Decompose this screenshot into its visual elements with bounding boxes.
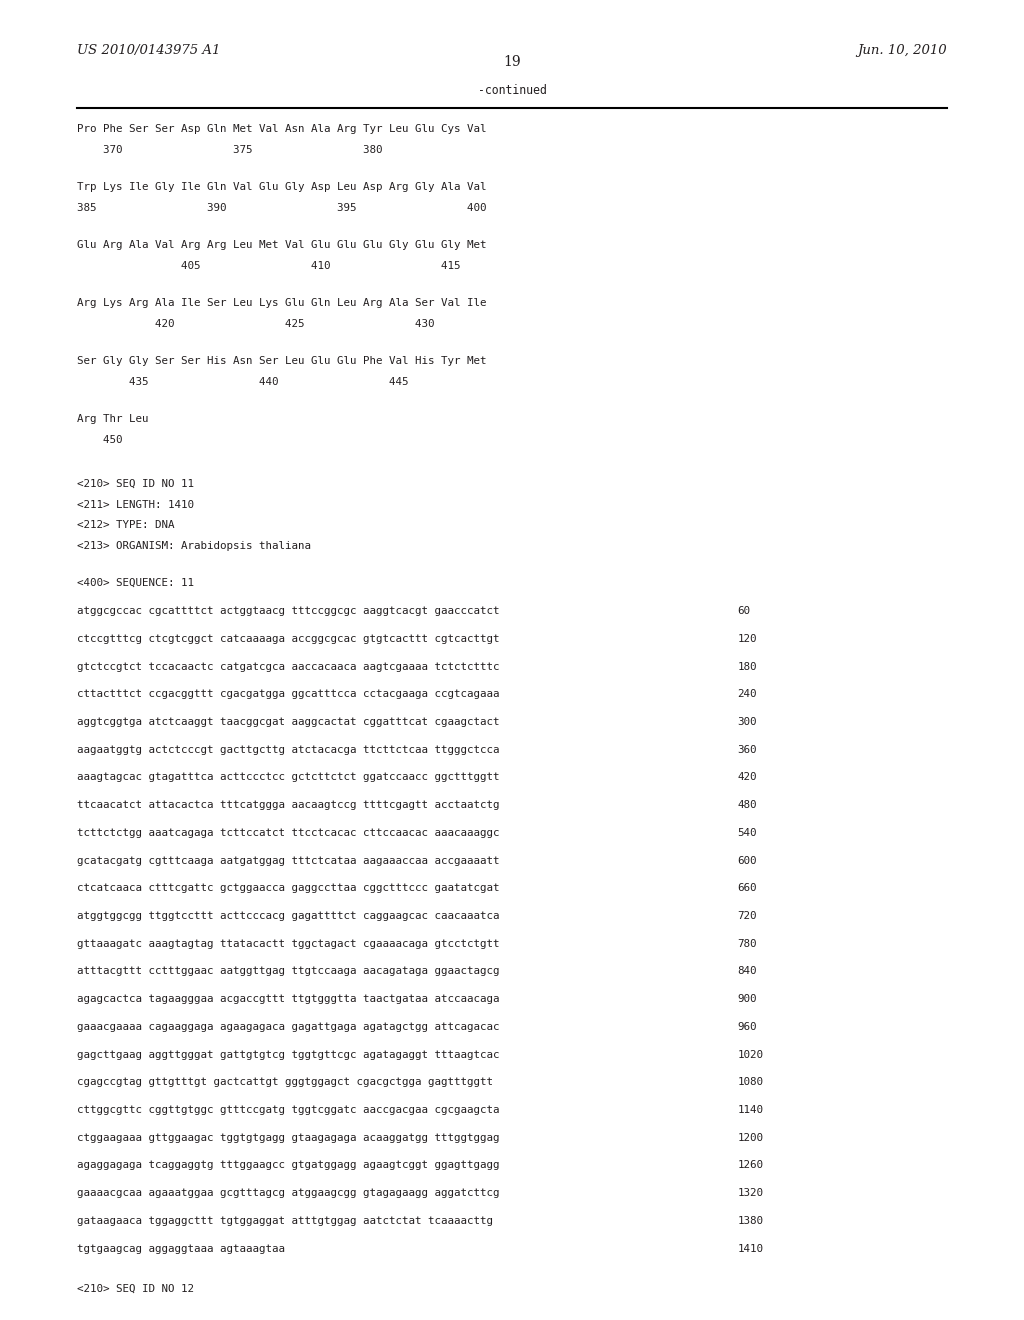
Text: 19: 19: [503, 55, 521, 70]
Text: aaagtagcac gtagatttca acttccctcc gctcttctct ggatccaacc ggctttggtt: aaagtagcac gtagatttca acttccctcc gctcttc…: [77, 772, 500, 783]
Text: gagcttgaag aggttgggat gattgtgtcg tggtgttcgc agatagaggt tttaagtcac: gagcttgaag aggttgggat gattgtgtcg tggtgtt…: [77, 1049, 500, 1060]
Text: gataagaaca tggaggcttt tgtggaggat atttgtggag aatctctat tcaaaacttg: gataagaaca tggaggcttt tgtggaggat atttgtg…: [77, 1216, 493, 1226]
Text: atggtggcgg ttggtccttt acttcccacg gagattttct caggaagcac caacaaatca: atggtggcgg ttggtccttt acttcccacg gagattt…: [77, 911, 500, 921]
Text: 1320: 1320: [737, 1188, 763, 1199]
Text: <212> TYPE: DNA: <212> TYPE: DNA: [77, 520, 174, 531]
Text: agagcactca tagaagggaa acgaccgttt ttgtgggtta taactgataa atccaacaga: agagcactca tagaagggaa acgaccgttt ttgtggg…: [77, 994, 500, 1005]
Text: Glu Arg Ala Val Arg Arg Leu Met Val Glu Glu Glu Gly Glu Gly Met: Glu Arg Ala Val Arg Arg Leu Met Val Glu …: [77, 240, 486, 251]
Text: 180: 180: [737, 661, 757, 672]
Text: 1380: 1380: [737, 1216, 763, 1226]
Text: gaaacgaaaa cagaaggaga agaagagaca gagattgaga agatagctgg attcagacac: gaaacgaaaa cagaaggaga agaagagaca gagattg…: [77, 1022, 500, 1032]
Text: 120: 120: [737, 634, 757, 644]
Text: atttacgttt cctttggaac aatggttgag ttgtccaaga aacagataga ggaactagcg: atttacgttt cctttggaac aatggttgag ttgtcca…: [77, 966, 500, 977]
Text: tcttctctgg aaatcagaga tcttccatct ttcctcacac cttccaacac aaacaaaggc: tcttctctgg aaatcagaga tcttccatct ttcctca…: [77, 828, 500, 838]
Text: agaggagaga tcaggaggtg tttggaagcc gtgatggagg agaagtcggt ggagttgagg: agaggagaga tcaggaggtg tttggaagcc gtgatgg…: [77, 1160, 500, 1171]
Text: 540: 540: [737, 828, 757, 838]
Text: <211> LENGTH: 1410: <211> LENGTH: 1410: [77, 499, 194, 510]
Text: gcatacgatg cgtttcaaga aatgatggag tttctcataa aagaaaccaa accgaaaatt: gcatacgatg cgtttcaaga aatgatggag tttctca…: [77, 855, 500, 866]
Text: 840: 840: [737, 966, 757, 977]
Text: 960: 960: [737, 1022, 757, 1032]
Text: ttcaacatct attacactca tttcatggga aacaagtccg ttttcgagtt acctaatctg: ttcaacatct attacactca tttcatggga aacaagt…: [77, 800, 500, 810]
Text: <210> SEQ ID NO 11: <210> SEQ ID NO 11: [77, 479, 194, 490]
Text: 720: 720: [737, 911, 757, 921]
Text: 1260: 1260: [737, 1160, 763, 1171]
Text: tgtgaagcag aggaggtaaa agtaaagtaa: tgtgaagcag aggaggtaaa agtaaagtaa: [77, 1243, 285, 1254]
Text: 385                 390                 395                 400: 385 390 395 400: [77, 202, 486, 213]
Text: <210> SEQ ID NO 12: <210> SEQ ID NO 12: [77, 1284, 194, 1294]
Text: Jun. 10, 2010: Jun. 10, 2010: [857, 44, 947, 57]
Text: gttaaagatc aaagtagtag ttatacactt tggctagact cgaaaacaga gtcctctgtt: gttaaagatc aaagtagtag ttatacactt tggctag…: [77, 939, 500, 949]
Text: 435                 440                 445: 435 440 445: [77, 376, 409, 387]
Text: cttggcgttc cggttgtggc gtttccgatg tggtcggatc aaccgacgaa cgcgaagcta: cttggcgttc cggttgtggc gtttccgatg tggtcgg…: [77, 1105, 500, 1115]
Text: 370                 375                 380: 370 375 380: [77, 144, 382, 154]
Text: Arg Lys Arg Ala Ile Ser Leu Lys Glu Gln Leu Arg Ala Ser Val Ile: Arg Lys Arg Ala Ile Ser Leu Lys Glu Gln …: [77, 298, 486, 309]
Text: 780: 780: [737, 939, 757, 949]
Text: gaaaacgcaa agaaatggaa gcgtttagcg atggaagcgg gtagagaagg aggatcttcg: gaaaacgcaa agaaatggaa gcgtttagcg atggaag…: [77, 1188, 500, 1199]
Text: 1080: 1080: [737, 1077, 763, 1088]
Text: 450: 450: [77, 434, 122, 445]
Text: 1020: 1020: [737, 1049, 763, 1060]
Text: 660: 660: [737, 883, 757, 894]
Text: cttactttct ccgacggttt cgacgatgga ggcatttcca cctacgaaga ccgtcagaaa: cttactttct ccgacggttt cgacgatgga ggcattt…: [77, 689, 500, 700]
Text: 900: 900: [737, 994, 757, 1005]
Text: gtctccgtct tccacaactc catgatcgca aaccacaaca aagtcgaaaa tctctctttc: gtctccgtct tccacaactc catgatcgca aaccaca…: [77, 661, 500, 672]
Text: ctcatcaaca ctttcgattc gctggaacca gaggccttaa cggctttccc gaatatcgat: ctcatcaaca ctttcgattc gctggaacca gaggcct…: [77, 883, 500, 894]
Text: 300: 300: [737, 717, 757, 727]
Text: 405                 410                 415: 405 410 415: [77, 260, 461, 271]
Text: 1140: 1140: [737, 1105, 763, 1115]
Text: <400> SEQUENCE: 11: <400> SEQUENCE: 11: [77, 578, 194, 589]
Text: US 2010/0143975 A1: US 2010/0143975 A1: [77, 44, 220, 57]
Text: Pro Phe Ser Ser Asp Gln Met Val Asn Ala Arg Tyr Leu Glu Cys Val: Pro Phe Ser Ser Asp Gln Met Val Asn Ala …: [77, 124, 486, 135]
Text: 1410: 1410: [737, 1243, 763, 1254]
Text: Arg Thr Leu: Arg Thr Leu: [77, 414, 148, 425]
Text: ctccgtttcg ctcgtcggct catcaaaaga accggcgcac gtgtcacttt cgtcacttgt: ctccgtttcg ctcgtcggct catcaaaaga accggcg…: [77, 634, 500, 644]
Text: <213> ORGANISM: Arabidopsis thaliana: <213> ORGANISM: Arabidopsis thaliana: [77, 540, 311, 550]
Text: -continued: -continued: [477, 84, 547, 98]
Text: 1200: 1200: [737, 1133, 763, 1143]
Text: aggtcggtga atctcaaggt taacggcgat aaggcactat cggatttcat cgaagctact: aggtcggtga atctcaaggt taacggcgat aaggcac…: [77, 717, 500, 727]
Text: atggcgccac cgcattttct actggtaacg tttccggcgc aaggtcacgt gaacccatct: atggcgccac cgcattttct actggtaacg tttccgg…: [77, 606, 500, 616]
Text: 240: 240: [737, 689, 757, 700]
Text: 600: 600: [737, 855, 757, 866]
Text: Ser Gly Gly Ser Ser His Asn Ser Leu Glu Glu Phe Val His Tyr Met: Ser Gly Gly Ser Ser His Asn Ser Leu Glu …: [77, 356, 486, 367]
Text: Trp Lys Ile Gly Ile Gln Val Glu Gly Asp Leu Asp Arg Gly Ala Val: Trp Lys Ile Gly Ile Gln Val Glu Gly Asp …: [77, 182, 486, 193]
Text: 60: 60: [737, 606, 751, 616]
Text: 420                 425                 430: 420 425 430: [77, 318, 434, 329]
Text: ctggaagaaa gttggaagac tggtgtgagg gtaagagaga acaaggatgg tttggtggag: ctggaagaaa gttggaagac tggtgtgagg gtaagag…: [77, 1133, 500, 1143]
Text: 480: 480: [737, 800, 757, 810]
Text: 360: 360: [737, 744, 757, 755]
Text: 420: 420: [737, 772, 757, 783]
Text: cgagccgtag gttgtttgt gactcattgt gggtggagct cgacgctgga gagtttggtt: cgagccgtag gttgtttgt gactcattgt gggtggag…: [77, 1077, 493, 1088]
Text: aagaatggtg actctcccgt gacttgcttg atctacacga ttcttctcaa ttgggctcca: aagaatggtg actctcccgt gacttgcttg atctaca…: [77, 744, 500, 755]
